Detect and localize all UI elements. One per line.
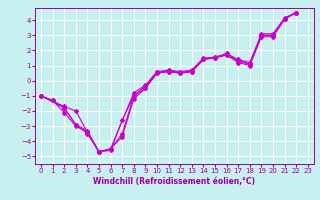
X-axis label: Windchill (Refroidissement éolien,°C): Windchill (Refroidissement éolien,°C) [93,177,255,186]
